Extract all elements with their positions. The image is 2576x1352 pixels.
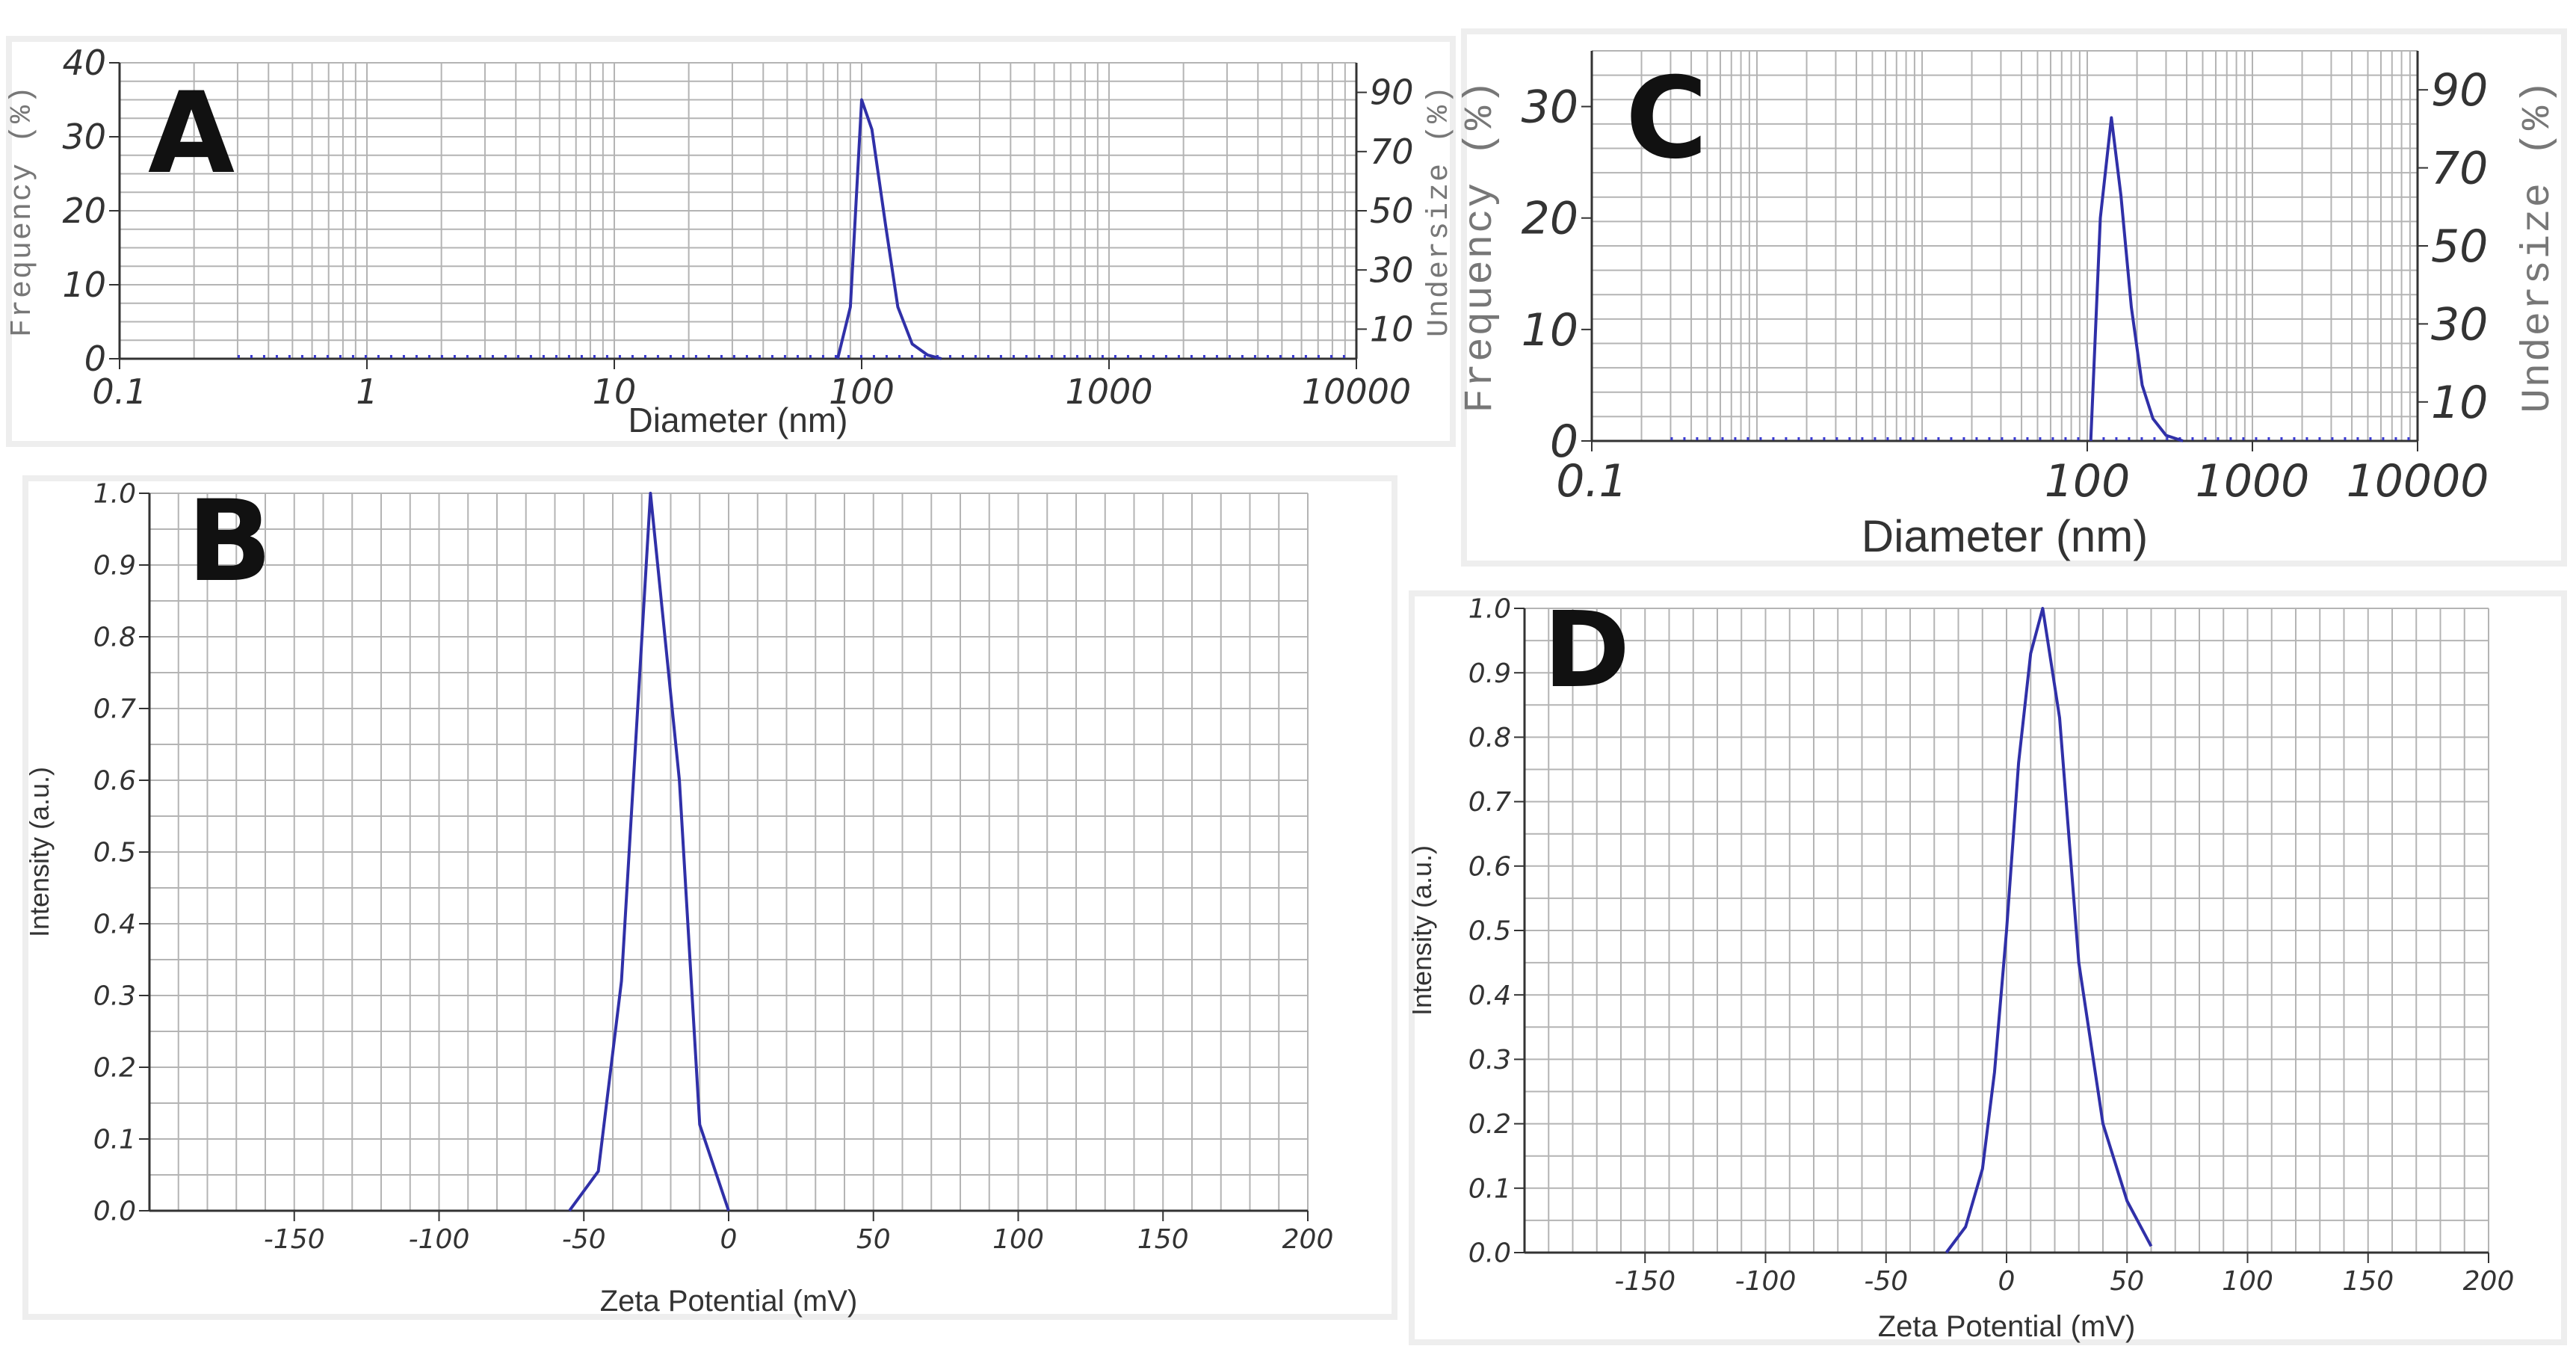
- x-tick-label: 10000: [1302, 371, 1411, 412]
- y-tick-label: 1.0: [93, 479, 136, 510]
- x-tick-label: 100: [2222, 1266, 2273, 1297]
- y-tick-label: 0.1: [1468, 1173, 1511, 1204]
- x-tick-label: 0: [720, 1224, 738, 1255]
- y-tick-label: 30: [62, 117, 106, 157]
- x-axis-title: Zeta Potential (mV): [1878, 1310, 2136, 1343]
- y-axis-title: Intensity (a.u.): [24, 767, 55, 937]
- y-tick-label: 0: [1550, 416, 1578, 468]
- y-tick-label: 0.0: [93, 1197, 136, 1227]
- y-tick-label: 30: [1522, 81, 1578, 134]
- y-axis-title: Frequency (%): [1461, 78, 1504, 413]
- x-tick-label: 150: [1137, 1224, 1189, 1255]
- panel-letter: D: [1543, 590, 1630, 712]
- chart-svg: 0.1 100 1000 10000 0 10 20 30 10 30 50 70 90 Diameter…: [1461, 50, 2561, 561]
- panel-b-zeta-potential: -150 -100 -50 0 50 100 150 200 0.0 0.1 0.2 0.3 0.4 0.…: [22, 475, 1397, 1320]
- y-tick-label: 0.5: [93, 838, 136, 868]
- data-series-line: [835, 98, 942, 360]
- x-axis-title: Diameter (nm): [1862, 511, 2148, 561]
- y-tick-label: 40: [62, 43, 106, 83]
- x-tick-label: 150: [2342, 1266, 2394, 1297]
- y-tick-label: 0.4: [1468, 981, 1511, 1011]
- y-tick-label: 0.6: [93, 766, 136, 797]
- chart-svg: 0.1 1 10 100 1000 10000 0 10 20 30 40 10 30 50 70 90 Dia…: [6, 43, 1456, 439]
- panel-d-zeta-potential: -150 -100 -50 0 50 100 150 200 0.0 0.1 0.2 0.3 0.4 0.…: [1409, 590, 2567, 1345]
- y-tick-label: 0.6: [1468, 851, 1511, 882]
- x-tick-label: 0.1: [1556, 455, 1627, 507]
- y-tick-label: 20: [1522, 193, 1578, 245]
- y-tick-label: 0.3: [93, 981, 136, 1012]
- y-tick-label: 0: [84, 339, 106, 379]
- panel-a-size-distribution: 0.1 1 10 100 1000 10000 0 10 20 30 40 10 30 50 70 90 Dia…: [6, 36, 1456, 447]
- x-tick-label: -150: [264, 1224, 325, 1255]
- y2-tick-label: 90: [2431, 64, 2488, 117]
- x-tick-label: 1000: [1065, 371, 1152, 412]
- y-axis-title: Intensity (a.u.): [1409, 845, 1437, 1016]
- chart-svg: -150 -100 -50 0 50 100 150 200 0.0 0.1 0.2 0.3 0.4 0.…: [1409, 590, 2515, 1343]
- panel-c-size-distribution: 0.1 100 1000 10000 0 10 20 30 10 30 50 70 90 Diameter…: [1461, 28, 2567, 567]
- panel-letter: B: [187, 477, 272, 607]
- y-tick-label: 10: [62, 265, 106, 305]
- y-tick-label: 0.0: [1468, 1238, 1511, 1269]
- x-tick-label: 100: [2045, 455, 2131, 507]
- chart-svg: -150 -100 -50 0 50 100 150 200 0.0 0.1 0.2 0.3 0.4 0.…: [24, 477, 1334, 1318]
- y-tick-label: 0.2: [93, 1053, 136, 1084]
- panel-letter: C: [1625, 54, 1708, 184]
- y-tick-label: 0.9: [93, 551, 136, 581]
- y-tick-label: 10: [1522, 304, 1578, 356]
- y-tick-label: 0.7: [93, 694, 136, 725]
- y2-tick-label: 30: [2431, 298, 2488, 351]
- y-tick-label: 0.9: [1468, 658, 1511, 689]
- data-series-line: [568, 492, 730, 1212]
- y2-tick-label: 30: [1370, 250, 1414, 290]
- x-tick-label: 0: [1998, 1266, 2016, 1297]
- y2-tick-label: 10: [2431, 377, 2488, 429]
- x-tick-label: 10000: [2347, 455, 2489, 507]
- y-tick-label: 0.3: [1468, 1045, 1511, 1075]
- x-tick-label: -50: [1864, 1266, 1908, 1297]
- y-tick-label: 0.5: [1468, 916, 1511, 947]
- y-tick-label: 0.7: [1468, 787, 1511, 818]
- y-tick-label: 0.1: [93, 1125, 136, 1155]
- x-tick-label: 50: [856, 1224, 891, 1255]
- y2-tick-label: 70: [1370, 132, 1414, 172]
- x-tick-label: 50: [2110, 1266, 2144, 1297]
- x-axis-title: Diameter (nm): [628, 401, 848, 439]
- y2-tick-label: 50: [2431, 220, 2488, 273]
- y-axis-title: Frequency (%): [6, 84, 40, 337]
- x-axis-title: Zeta Potential (mV): [600, 1285, 858, 1318]
- x-tick-label: -100: [1735, 1266, 1797, 1297]
- y-tick-label: 1.0: [1468, 594, 1511, 625]
- panel-letter: A: [148, 69, 235, 199]
- y2-axis-title: Undersize (%): [2515, 78, 2561, 413]
- y-tick-label: 0.4: [93, 910, 136, 940]
- y2-tick-label: 50: [1370, 191, 1414, 231]
- x-tick-label: 1000: [2196, 455, 2310, 507]
- x-tick-label: 100: [992, 1224, 1044, 1255]
- y-tick-label: 0.8: [1468, 723, 1511, 753]
- x-tick-label: 200: [2463, 1266, 2515, 1297]
- x-tick-label: -150: [1614, 1266, 1675, 1297]
- data-series-line: [2089, 116, 2184, 442]
- x-tick-label: 1: [356, 371, 377, 412]
- x-tick-label: 200: [1282, 1224, 1334, 1255]
- x-tick-label: -100: [409, 1224, 470, 1255]
- y2-tick-label: 90: [1370, 72, 1414, 113]
- y2-tick-label: 70: [2431, 143, 2488, 195]
- x-tick-label: 0.1: [92, 371, 146, 412]
- y2-tick-label: 10: [1370, 309, 1414, 350]
- y2-axis-title: Undersize (%): [1423, 84, 1456, 337]
- y-tick-label: 0.8: [93, 623, 136, 653]
- x-tick-label: 10: [593, 371, 637, 412]
- data-series-line: [1945, 607, 2153, 1254]
- y-tick-label: 0.2: [1468, 1109, 1511, 1140]
- x-tick-label: 100: [829, 371, 895, 412]
- x-tick-label: -50: [562, 1224, 606, 1255]
- y-tick-label: 20: [62, 191, 106, 231]
